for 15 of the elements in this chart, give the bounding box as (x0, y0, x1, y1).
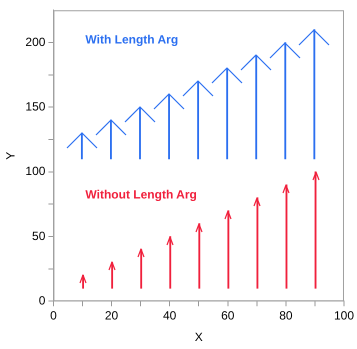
y-axis-title: Y (4, 152, 18, 160)
x-tick-label: 100 (334, 308, 354, 323)
y-tick-label: 100 (25, 164, 46, 178)
y-tick-label: 200 (25, 34, 46, 49)
y-tick-label: 50 (32, 228, 46, 243)
x-axis-title: X (194, 330, 203, 344)
y-tick-label: 150 (25, 100, 46, 114)
x-tick-label: 60 (221, 308, 235, 323)
x-tick-label: 0 (50, 308, 58, 323)
series-label: Without Length Arg (85, 187, 197, 202)
text: With Length Arg (85, 32, 178, 47)
x-tick-label: 40 (162, 308, 177, 323)
x-tick-label: 80 (279, 308, 293, 323)
y-tick-label: 0 (38, 294, 46, 308)
x-tick-label: 20 (104, 308, 119, 323)
